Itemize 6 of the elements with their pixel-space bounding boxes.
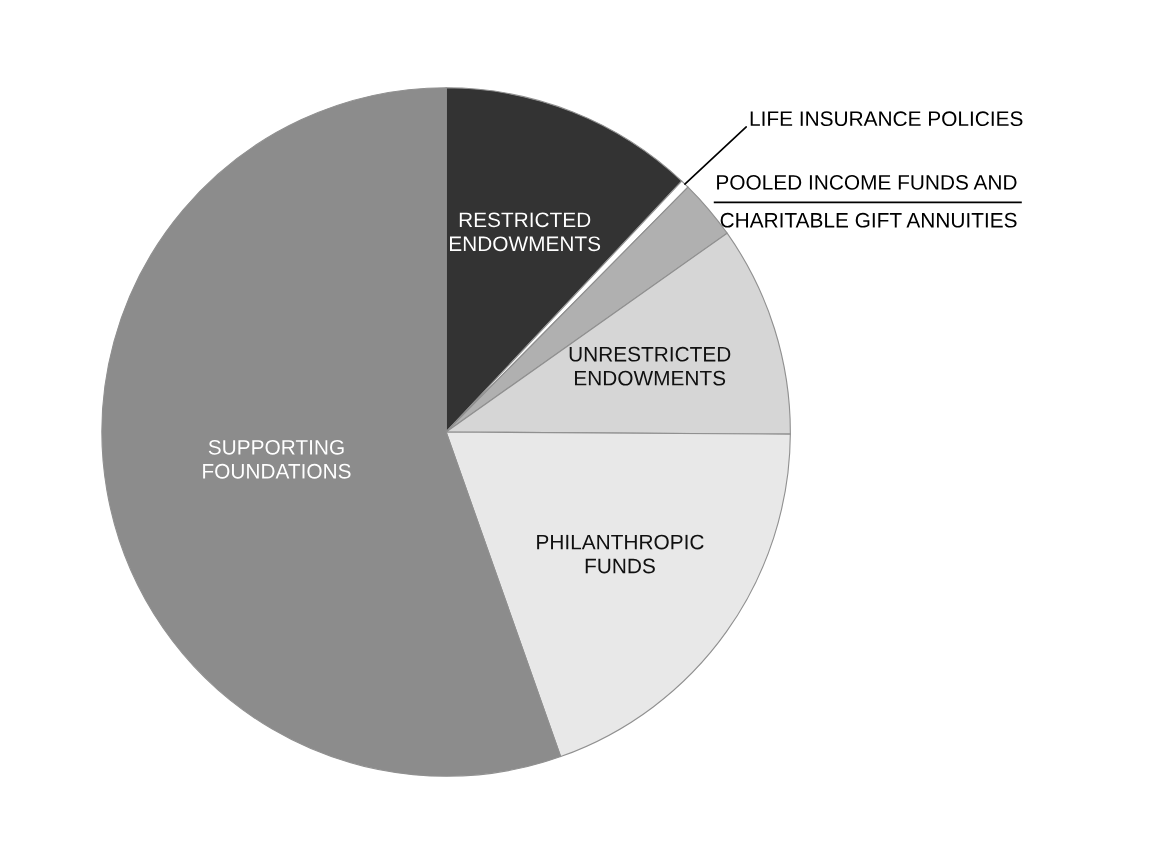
slice-label: UNRESTRICTED ENDOWMENTS	[569, 346, 731, 386]
slice-label: POOLED INCOME FUNDS AND CHARITABLE GIFT ANNUITIES	[717, 175, 1017, 228]
slice-label: LIFE INSURANCE POLICIES	[750, 111, 1023, 127]
slice-label: SUPPORTING FOUNDATIONS	[203, 439, 351, 479]
slice-label: RESTRICTED ENDOWMENTS	[450, 212, 601, 252]
slice-label: PHILANTHROPIC FUNDS	[537, 534, 704, 574]
